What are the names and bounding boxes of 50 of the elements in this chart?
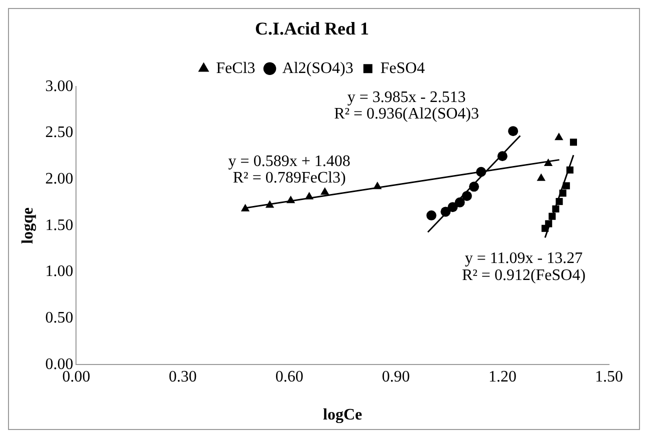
point — [544, 158, 553, 166]
point — [304, 192, 314, 200]
chart-title: C.I.Acid Red 1 — [254, 18, 370, 38]
x-axis-title: logCe — [323, 406, 362, 424]
point — [440, 206, 451, 217]
legend-label: Al2(SO4)3 — [282, 60, 354, 77]
point — [556, 198, 563, 206]
point — [286, 196, 296, 204]
point — [454, 197, 465, 208]
annotation: y = 3.985x - 2.513 — [347, 88, 466, 106]
point — [562, 182, 570, 190]
annotation: R² = 0.912(FeSO4) — [462, 266, 586, 284]
point — [469, 182, 480, 192]
point — [570, 138, 578, 146]
x-tick-label: 1.20 — [488, 368, 516, 386]
point — [476, 166, 486, 177]
point — [320, 187, 330, 195]
annotation: R² = 0.936(Al2(SO4)3 — [334, 106, 480, 123]
x-tick-label: 0.00 — [62, 368, 90, 386]
y-tick-label: 1.00 — [45, 263, 74, 280]
y-tick-label: 2.00 — [45, 170, 74, 188]
legend-label: FeSO4 — [380, 60, 425, 77]
point — [448, 202, 458, 212]
point — [497, 151, 508, 162]
point — [265, 200, 274, 208]
y-tick-label: 3.00 — [45, 78, 74, 95]
point — [554, 132, 564, 140]
point — [552, 205, 560, 212]
point — [559, 190, 566, 197]
point — [548, 212, 556, 220]
point — [508, 126, 518, 136]
point — [240, 204, 250, 212]
point — [462, 190, 472, 201]
x-tick-label: 0.90 — [382, 368, 410, 386]
point — [426, 210, 436, 220]
y-tick-label: 0.50 — [45, 309, 74, 326]
annotation: y = 0.589x + 1.408 — [228, 152, 350, 170]
legend-label: FeCl3 — [216, 60, 256, 77]
annotation: R² = 0.789FeCl3) — [232, 170, 346, 187]
x-tick-label: 0.60 — [275, 368, 304, 386]
x-tick-label: 0.30 — [168, 368, 197, 386]
point — [545, 220, 552, 228]
annotation: y = 11.09x - 13.27 — [464, 250, 583, 268]
y-tick-label: 1.50 — [45, 216, 74, 234]
point — [566, 166, 574, 174]
x-tick-label: 1.50 — [595, 368, 623, 386]
y-axis-title: logqe — [20, 207, 37, 244]
y-tick-label: 2.50 — [45, 124, 74, 142]
point — [373, 182, 382, 190]
point — [536, 173, 546, 181]
